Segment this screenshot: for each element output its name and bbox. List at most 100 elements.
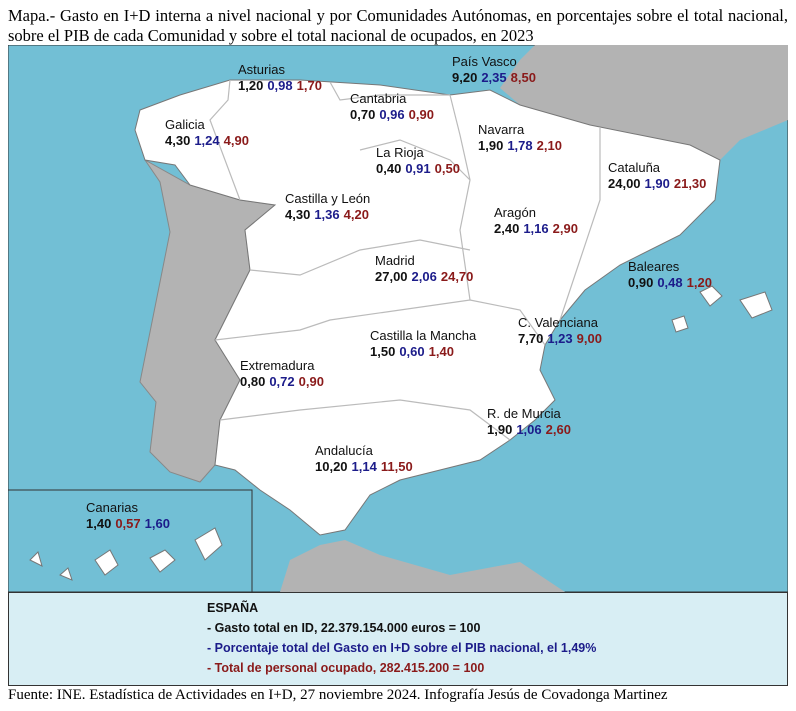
region-value: 4,30 xyxy=(165,133,190,148)
region-value: 0,72 xyxy=(269,374,294,389)
spain xyxy=(134,79,721,536)
region-value: 8,50 xyxy=(511,70,536,85)
france xyxy=(500,45,788,160)
region-value: 1,23 xyxy=(547,331,572,346)
summary-heading: ESPAÑA xyxy=(207,601,259,615)
region-values: 1,40 0,57 1,60 xyxy=(86,516,170,531)
summary-box: ESPAÑA - Gasto total en ID, 22.379.154.0… xyxy=(8,592,788,686)
region-name: Andalucía xyxy=(315,443,374,458)
region-value: 24,00 xyxy=(608,176,641,191)
region-name: Castilla la Mancha xyxy=(370,328,477,343)
region-values: 1,90 1,06 2,60 xyxy=(487,422,571,437)
region-values: 7,70 1,23 9,00 xyxy=(518,331,602,346)
region-values: 4,30 1,36 4,20 xyxy=(285,207,369,222)
region-borders xyxy=(209,79,601,441)
region-name: Aragón xyxy=(494,205,536,220)
region-value: 0,60 xyxy=(399,344,424,359)
region-values: 2,40 1,16 2,90 xyxy=(494,221,578,236)
region-name: Canarias xyxy=(86,500,139,515)
region-value: 1,16 xyxy=(523,221,548,236)
canarias-islands xyxy=(29,527,223,581)
region-values: 10,20 1,14 11,50 xyxy=(315,459,413,474)
region-value: 1,70 xyxy=(297,78,322,93)
region-name: Navarra xyxy=(478,122,525,137)
africa xyxy=(280,540,565,592)
region-name: R. de Murcia xyxy=(487,406,561,421)
region-value: 10,20 xyxy=(315,459,348,474)
region-values: 1,90 1,78 2,10 xyxy=(478,138,562,153)
region-value: 1,20 xyxy=(687,275,712,290)
region-value: 0,57 xyxy=(115,516,140,531)
region-values: 9,20 2,35 8,50 xyxy=(452,70,536,85)
region-value: 0,91 xyxy=(405,161,430,176)
region-value: 1,60 xyxy=(145,516,170,531)
region-name: País Vasco xyxy=(452,54,517,69)
region-values: 1,20 0,98 1,70 xyxy=(238,78,322,93)
region-value: 9,00 xyxy=(577,331,602,346)
region-name: Cantabria xyxy=(350,91,407,106)
region-values: 0,40 0,91 0,50 xyxy=(376,161,460,176)
region-name: Extremadura xyxy=(240,358,315,373)
region-value: 1,14 xyxy=(352,459,378,474)
region-value: 2,10 xyxy=(537,138,562,153)
region-value: 0,90 xyxy=(299,374,324,389)
region-values: 0,70 0,96 0,90 xyxy=(350,107,434,122)
source: Fuente: INE. Estadística de Actividades … xyxy=(8,687,668,703)
region-value: 4,30 xyxy=(285,207,310,222)
region-value: 21,30 xyxy=(674,176,707,191)
region-value: 1,90 xyxy=(645,176,670,191)
region-name: Madrid xyxy=(375,253,415,268)
region-value: 0,98 xyxy=(267,78,292,93)
summary-line: - Porcentaje total del Gasto en I+D sobr… xyxy=(207,641,597,655)
summary-line: - Gasto total en ID, 22.379.154.000 euro… xyxy=(207,621,481,635)
region-values: 27,00 2,06 24,70 xyxy=(375,269,473,284)
map-title: Mapa.- Gasto en I+D interna a nivel naci… xyxy=(8,6,788,45)
region-value: 1,24 xyxy=(194,133,220,148)
region-value: 2,40 xyxy=(494,221,519,236)
region-value: 1,50 xyxy=(370,344,395,359)
region-value: 1,90 xyxy=(487,422,512,437)
region-value: 0,80 xyxy=(240,374,265,389)
region-value: 4,20 xyxy=(344,207,369,222)
region-value: 0,90 xyxy=(409,107,434,122)
region-name: Galicia xyxy=(165,117,206,132)
region-value: 2,60 xyxy=(546,422,571,437)
region-name: C. Valenciana xyxy=(518,315,599,330)
region-values: 24,00 1,90 21,30 xyxy=(608,176,706,191)
summary-line: - Total de personal ocupado, 282.415.200… xyxy=(207,661,485,675)
region-value: 27,00 xyxy=(375,269,408,284)
region-value: 2,90 xyxy=(553,221,578,236)
region-value: 4,90 xyxy=(224,133,249,148)
region-value: 24,70 xyxy=(441,269,474,284)
region-value: 1,78 xyxy=(507,138,532,153)
region-values: 0,90 0,48 1,20 xyxy=(628,275,712,290)
region-value: 0,96 xyxy=(379,107,404,122)
region-name: La Rioja xyxy=(376,145,424,160)
region-name: Cataluña xyxy=(608,160,661,175)
region-value: 11,50 xyxy=(381,459,413,474)
region-name: Castilla y León xyxy=(285,191,370,206)
region-values: 4,30 1,24 4,90 xyxy=(165,133,249,148)
region-value: 0,90 xyxy=(628,275,653,290)
region-value: 7,70 xyxy=(518,331,543,346)
region-value: 2,06 xyxy=(412,269,437,284)
baleares xyxy=(671,285,773,333)
region-value: 1,40 xyxy=(86,516,111,531)
region-values: 0,80 0,72 0,90 xyxy=(240,374,324,389)
canarias-inset xyxy=(8,489,253,592)
region-values: 1,50 0,60 1,40 xyxy=(370,344,454,359)
region-name: Baleares xyxy=(628,259,680,274)
region-value: 0,70 xyxy=(350,107,375,122)
region-name: Asturias xyxy=(238,62,285,77)
region-value: 9,20 xyxy=(452,70,477,85)
region-value: 0,50 xyxy=(435,161,460,176)
region-value: 2,35 xyxy=(481,70,506,85)
region-value: 1,20 xyxy=(238,78,263,93)
region-value: 1,06 xyxy=(516,422,541,437)
region-value: 1,40 xyxy=(429,344,454,359)
region-value: 0,48 xyxy=(657,275,682,290)
region-value: 1,90 xyxy=(478,138,503,153)
region-value: 1,36 xyxy=(314,207,339,222)
